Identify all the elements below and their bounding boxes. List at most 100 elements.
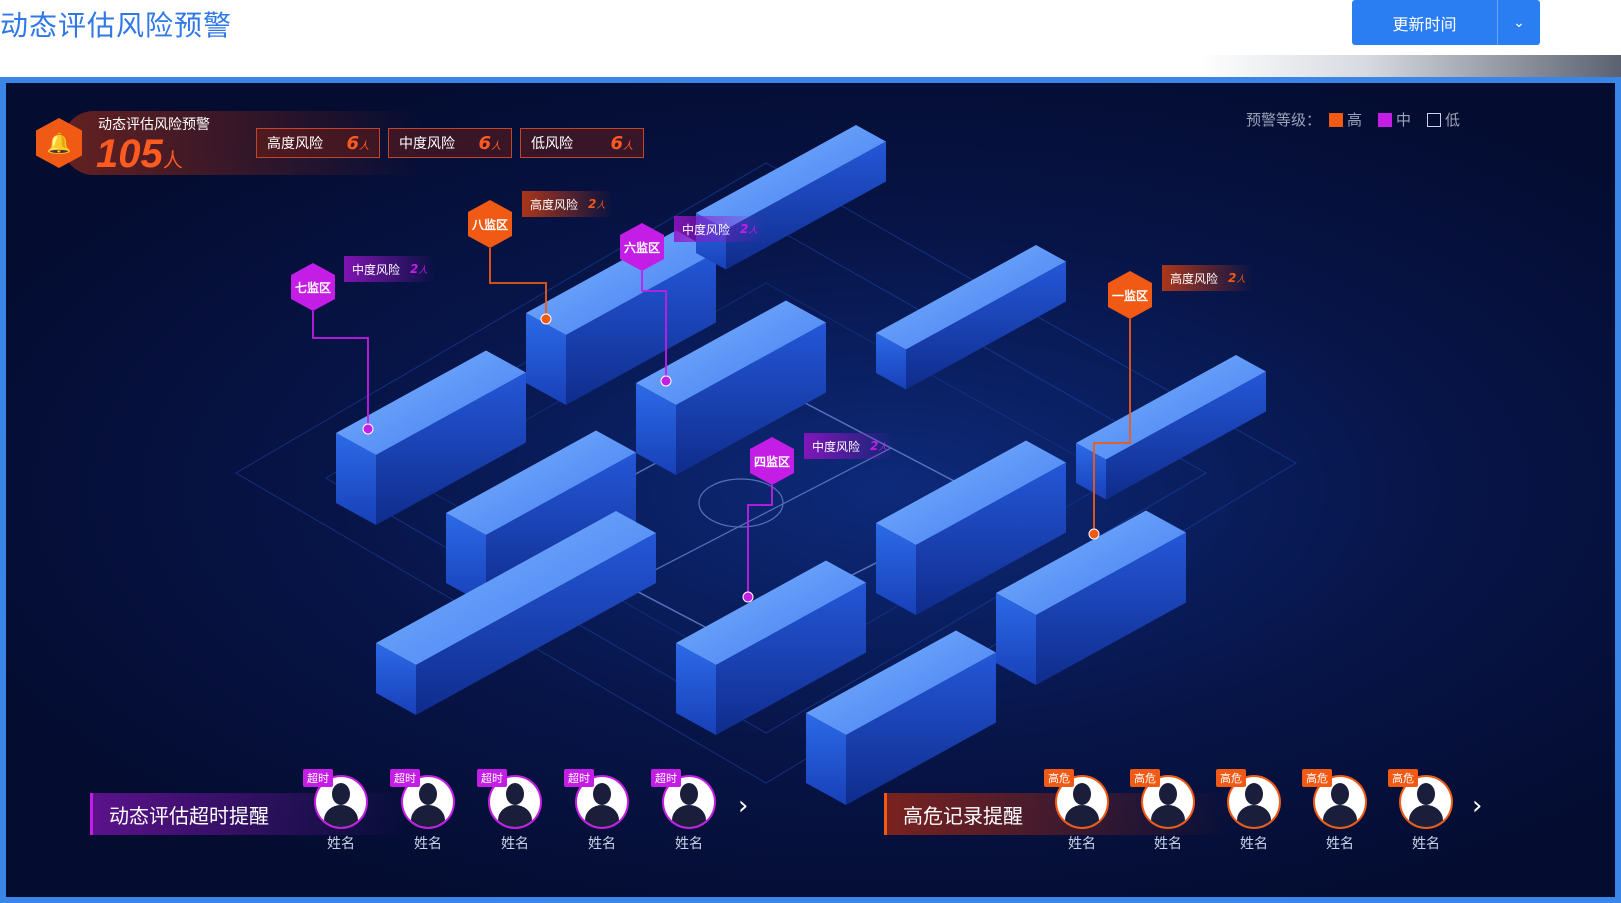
building-side: [376, 643, 416, 715]
building-front: [566, 252, 716, 405]
risk-level-low[interactable]: 低风险 6人: [520, 128, 644, 158]
zone-location-dot: [660, 375, 672, 387]
avatar-icon: [1315, 777, 1365, 827]
zone-risk-tag: 中度风险 2人: [344, 256, 436, 282]
summary-title: 动态评估风险预警: [98, 117, 210, 133]
zone-leader-line: [312, 311, 369, 429]
building-front: [906, 261, 1066, 390]
building-front: [716, 582, 866, 735]
zone-risk-label: 中度风险: [682, 222, 731, 237]
building-5: [876, 440, 1066, 615]
legend-label: 预警等级：: [1246, 111, 1322, 129]
campus-map-view: 🔔 动态评估风险预警 105人 高度风险 6人 中度风险 6人 低风险 6人 预警等级…: [6, 83, 1615, 897]
building-10: [876, 245, 1066, 390]
risk-level-label: 中度风险: [399, 136, 455, 152]
zone-risk-tag: 中度风险 2人: [804, 433, 896, 459]
building-6: [996, 510, 1186, 685]
update-time-button[interactable]: 更新时间 ⌄: [1352, 0, 1540, 45]
avatar-badge: 超时: [477, 769, 507, 787]
building-group: [336, 125, 1266, 805]
zone-hex-1[interactable]: 八监区: [468, 200, 512, 248]
avatar-name: 姓名: [588, 836, 616, 852]
warning-level-legend: 预警等级： 高 中 低: [1246, 109, 1460, 130]
zone-leader-line: [641, 271, 667, 381]
zone-location-dot: [742, 591, 754, 603]
zone-location-dot: [362, 423, 374, 435]
building-front: [726, 141, 886, 270]
avatar-badge: 超时: [390, 769, 420, 787]
zone-risk-count: 2人: [588, 197, 606, 211]
highrisk-person[interactable]: 高危 姓名: [1130, 769, 1196, 853]
avatar-badge: 高危: [1388, 769, 1418, 787]
highrisk-person[interactable]: 高危 姓名: [1216, 769, 1282, 853]
zone-risk-count: 2人: [740, 222, 758, 236]
avatar-name: 姓名: [675, 836, 703, 852]
building-front: [1106, 371, 1266, 500]
building-3: [336, 350, 526, 525]
highrisk-person[interactable]: 高危姓名: [1044, 769, 1110, 853]
avatar-icon: [664, 777, 714, 827]
update-time-label: 更新时间: [1392, 14, 1457, 34]
building-side: [1076, 443, 1106, 500]
summary-background: [62, 111, 422, 175]
avatar-name: 姓名: [1412, 836, 1440, 852]
avatar-badge: 高危: [1044, 769, 1074, 787]
page-title: 动态评估风险预警: [0, 9, 233, 42]
risk-level-label: 低风险: [531, 136, 573, 152]
building-roof: [1076, 355, 1266, 460]
building-roof: [446, 430, 636, 535]
risk-level-count: 6人: [346, 132, 369, 154]
legend-item-high: 高: [1347, 111, 1363, 129]
highrisk-person[interactable]: 高危 姓名: [1302, 769, 1368, 853]
building-8: [806, 630, 996, 805]
avatar-badge: 超时: [303, 769, 333, 787]
building-9: [696, 125, 886, 270]
building-front: [916, 462, 1066, 615]
avatar-name: 姓名: [414, 836, 442, 852]
building-front: [1036, 532, 1186, 685]
chevron-down-icon[interactable]: ⌄: [1513, 14, 1525, 31]
building-side: [876, 333, 906, 390]
avatar-badge: 超时: [564, 769, 594, 787]
avatar-icon: [1143, 777, 1193, 827]
building-roof: [636, 300, 826, 405]
zone-hex-3[interactable]: 七监区: [291, 263, 335, 311]
building-roof: [876, 245, 1066, 350]
risk-level-count: 6人: [610, 132, 633, 154]
legend-swatch-low: [1427, 112, 1442, 127]
zone-leader-line: [747, 485, 773, 597]
risk-level-count: 6人: [478, 132, 501, 154]
zone-location-dot: [1088, 528, 1100, 540]
building-side: [526, 313, 566, 405]
building-side: [446, 513, 486, 605]
building-roof: [696, 125, 886, 230]
building-roof: [876, 440, 1066, 545]
legend-swatch-medium: [1378, 112, 1393, 127]
risk-level-high[interactable]: 高度风险 6人: [256, 128, 380, 158]
zone-risk-label: 中度风险: [352, 262, 401, 277]
timeout-person[interactable]: 超时 姓名: [303, 769, 369, 853]
timeout-person[interactable]: 超时 姓名: [651, 769, 717, 853]
avatar-name: 姓名: [1068, 836, 1096, 852]
avatar-name: 姓名: [1154, 836, 1182, 852]
timeout-person[interactable]: 超时姓名: [477, 769, 543, 853]
avatar-name: 姓名: [1240, 836, 1268, 852]
building-roof: [996, 510, 1186, 615]
timeout-next-arrow-icon[interactable]: ›: [738, 791, 749, 821]
zone-hex-4[interactable]: 一监区: [1108, 271, 1152, 319]
avatar-name: 姓名: [501, 836, 529, 852]
building-side: [636, 383, 676, 475]
risk-level-medium[interactable]: 中度风险 6人: [388, 128, 512, 158]
legend-swatch-high: [1329, 112, 1344, 127]
building-front: [376, 372, 526, 525]
highrisk-person[interactable]: 高危姓名: [1388, 769, 1454, 853]
building-front: [846, 652, 996, 805]
timeout-person[interactable]: 超时姓名: [564, 769, 630, 853]
highrisk-next-arrow-icon[interactable]: ›: [1472, 791, 1483, 821]
building-2: [636, 300, 826, 475]
zone-risk-tag: 高度风险 2人: [522, 191, 614, 217]
timeout-person[interactable]: 超时姓名: [390, 769, 456, 853]
legend-item-medium: 中: [1396, 111, 1412, 129]
building-12: [376, 511, 656, 715]
building-roof: [676, 560, 866, 665]
